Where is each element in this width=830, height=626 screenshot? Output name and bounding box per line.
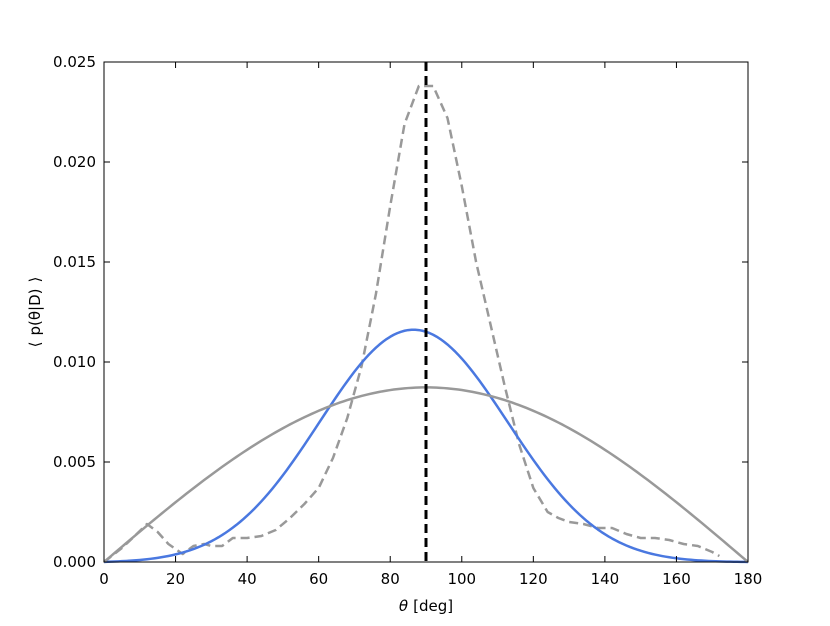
y-tick-label: 0.025 bbox=[53, 53, 96, 71]
x-tick-label: 80 bbox=[381, 570, 400, 588]
y-axis-bracket-left: ⟨ bbox=[26, 342, 44, 348]
x-axis-unit: [deg] bbox=[413, 597, 453, 615]
x-tick-label: 0 bbox=[99, 570, 109, 588]
series-line-1 bbox=[103, 84, 720, 563]
x-tick-label: 20 bbox=[166, 570, 185, 588]
plot-frame bbox=[103, 61, 749, 563]
x-tick-label: 160 bbox=[662, 570, 691, 588]
x-tick-label: 60 bbox=[309, 570, 328, 588]
y-tick-label: 0.020 bbox=[53, 153, 96, 171]
y-tick-label: 0.000 bbox=[53, 553, 96, 571]
x-tick-label: 180 bbox=[734, 570, 763, 588]
x-tick-label: 140 bbox=[591, 570, 620, 588]
y-axis-title: ⟨ p(θ|D) ⟩ bbox=[26, 277, 44, 348]
x-axis-symbol: θ bbox=[399, 597, 408, 615]
y-tick-label: 0.010 bbox=[53, 353, 96, 371]
ticks-layer: 0 20 40 60 80 100 120 140 160 180 0.000 0.005 0.010 0… bbox=[53, 53, 762, 588]
y-tick-label: 0.015 bbox=[53, 253, 96, 271]
x-tick-label: 120 bbox=[519, 570, 548, 588]
y-tick-label: 0.005 bbox=[53, 453, 96, 471]
y-axis-main-label: p(θ|D) bbox=[26, 288, 44, 335]
x-axis-title: θ [deg] bbox=[399, 597, 453, 615]
x-tick-label: 100 bbox=[447, 570, 476, 588]
x-tick-label: 40 bbox=[238, 570, 257, 588]
y-axis-bracket-right: ⟩ bbox=[26, 277, 44, 283]
